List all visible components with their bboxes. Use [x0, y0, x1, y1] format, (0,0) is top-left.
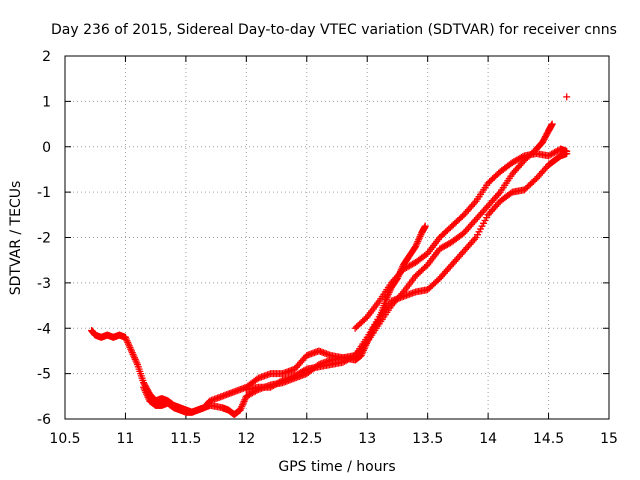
- y-axis-ticks: -6 -5 -4 -3 -2 -1 0 1 2: [37, 49, 609, 428]
- y-tick-label: -3: [37, 276, 51, 292]
- data-point: [531, 176, 539, 184]
- y-tick-label: -5: [37, 367, 51, 383]
- data-point: [563, 93, 571, 101]
- y-tick-label: -2: [37, 231, 51, 247]
- x-tick-label: 14.5: [533, 431, 564, 447]
- data-point: [548, 120, 556, 128]
- data-point: [519, 153, 527, 161]
- x-axis-ticks: 10.5 11 11.5 12 12.5 13 13.5 14 14.5 15: [49, 56, 618, 447]
- x-tick-label: 10.5: [49, 431, 80, 447]
- y-tick-label: 0: [42, 140, 51, 156]
- x-tick-label: 15: [600, 431, 618, 447]
- grid: [65, 56, 609, 419]
- data-point: [563, 147, 571, 155]
- x-tick-label: 13.5: [412, 431, 443, 447]
- data-points: [88, 93, 571, 418]
- x-tick-label: 11: [117, 431, 135, 447]
- x-tick-label: 11.5: [170, 431, 201, 447]
- data-point: [301, 366, 309, 374]
- y-tick-label: -1: [37, 185, 51, 201]
- data-point: [458, 212, 466, 220]
- data-point: [362, 314, 370, 322]
- data-point: [422, 251, 430, 259]
- y-tick-label: -4: [37, 321, 51, 337]
- series-track-3: [242, 120, 556, 394]
- series-track-4: [351, 145, 571, 332]
- x-tick-label: 13: [358, 431, 376, 447]
- x-tick-label: 12.5: [291, 431, 322, 447]
- y-axis-label: SDTVAR / TECUs: [8, 181, 24, 296]
- series-track-2: [140, 150, 571, 418]
- x-tick-label: 12: [237, 431, 255, 447]
- series-outlier: [563, 93, 571, 101]
- y-tick-label: 1: [42, 94, 51, 110]
- data-point: [507, 189, 515, 197]
- data-point: [421, 222, 429, 230]
- data-point: [422, 262, 430, 270]
- data-point: [434, 276, 442, 284]
- y-tick-label: 2: [42, 49, 51, 65]
- x-tick-label: 14: [479, 431, 497, 447]
- y-tick-label: -6: [37, 412, 51, 428]
- x-axis-label: GPS time / hours: [278, 459, 395, 475]
- data-point: [277, 377, 285, 385]
- chart-title: Day 236 of 2015, Sidereal Day-to-day VTE…: [51, 22, 617, 38]
